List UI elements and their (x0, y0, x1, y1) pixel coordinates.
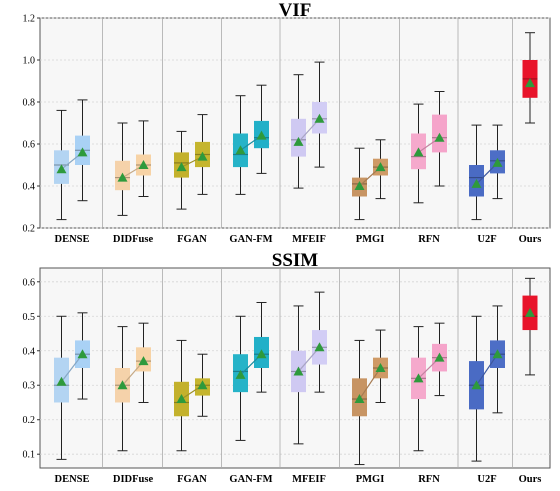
mean-marker (77, 349, 88, 359)
mean-marker (434, 132, 445, 142)
mean-marker (138, 356, 149, 366)
mean-marker (197, 151, 208, 161)
mean-marker (293, 136, 304, 146)
mean-marker (117, 380, 128, 390)
mean-marker (117, 172, 128, 182)
mean-marker (525, 78, 535, 88)
mean-marker (413, 147, 424, 157)
mean-marker (314, 113, 325, 123)
mean-marker (413, 373, 424, 383)
category-label: Ours (519, 234, 542, 245)
y-tick-label: 0.4 (23, 346, 36, 357)
y-tick-label: 0.8 (23, 98, 36, 109)
mean-marker (256, 130, 267, 140)
ssim-panel: SSIM 0.1 0.2 0.3 0.4 0.5 0.6 DENSE DIDFuse FGAN G… (23, 250, 551, 485)
mean-marker (56, 164, 67, 174)
y-tick-label: 1.0 (23, 56, 36, 67)
category-label: FGAN (177, 474, 207, 485)
category-label: RFN (418, 234, 440, 245)
mean-marker (235, 369, 246, 379)
category-label: FGAN (177, 234, 207, 245)
category-label: MFEIF (292, 474, 326, 485)
y-tick-label: 0.2 (23, 415, 36, 426)
mean-marker (138, 160, 149, 169)
mean-marker (525, 307, 535, 317)
mean-marker (471, 380, 482, 390)
y-tick-label: 0.1 (23, 450, 36, 461)
category-label: GAN-FM (229, 474, 272, 485)
mean-connector (298, 346, 320, 372)
mean-marker (375, 363, 386, 372)
mean-connector (359, 367, 381, 400)
category-label: Ours (519, 474, 542, 485)
category-label: PMGI (356, 234, 385, 245)
mean-marker (197, 380, 208, 390)
category-label: GAN-FM (229, 234, 272, 245)
category-label: PMGI (356, 474, 385, 485)
mean-marker (314, 342, 325, 352)
mean-marker (256, 349, 267, 359)
mean-marker (492, 157, 503, 167)
category-label: U2F (477, 234, 496, 245)
category-label: DENSE (54, 474, 89, 485)
category-label: MFEIF (292, 234, 326, 245)
y-tick-label: 1.2 (23, 14, 36, 25)
category-label: DIDFuse (113, 234, 154, 245)
y-tick-label: 0.6 (23, 277, 36, 288)
mean-marker (434, 352, 445, 362)
mean-marker (77, 147, 88, 157)
y-tick-label: 0.2 (23, 224, 36, 235)
y-tick-label: 0.6 (23, 140, 36, 151)
vif-panel: VIF 0.2 0.4 0.6 0.8 1.0 1.2 DENSE DIDFuse FGAN GA… (23, 0, 551, 245)
mean-marker (56, 376, 67, 386)
mean-marker (293, 366, 304, 376)
category-label: U2F (477, 474, 496, 485)
mean-marker (176, 394, 187, 404)
y-tick-label: 0.5 (23, 312, 36, 323)
mean-marker (375, 162, 386, 172)
category-label: DENSE (54, 234, 89, 245)
ssim-title: SSIM (272, 250, 319, 271)
mean-marker (492, 349, 503, 359)
y-tick-label: 0.4 (23, 182, 36, 193)
mean-marker (235, 145, 246, 155)
mean-connector (476, 353, 498, 386)
mean-marker (354, 394, 365, 404)
category-label: RFN (418, 474, 440, 485)
mean-connector (61, 353, 83, 383)
category-label: DIDFuse (113, 474, 154, 485)
mean-connector (122, 360, 144, 386)
vif-title: VIF (279, 0, 312, 21)
mean-marker (471, 178, 482, 188)
mean-marker (354, 181, 365, 190)
mean-marker (176, 162, 187, 172)
y-tick-label: 0.3 (23, 381, 36, 392)
